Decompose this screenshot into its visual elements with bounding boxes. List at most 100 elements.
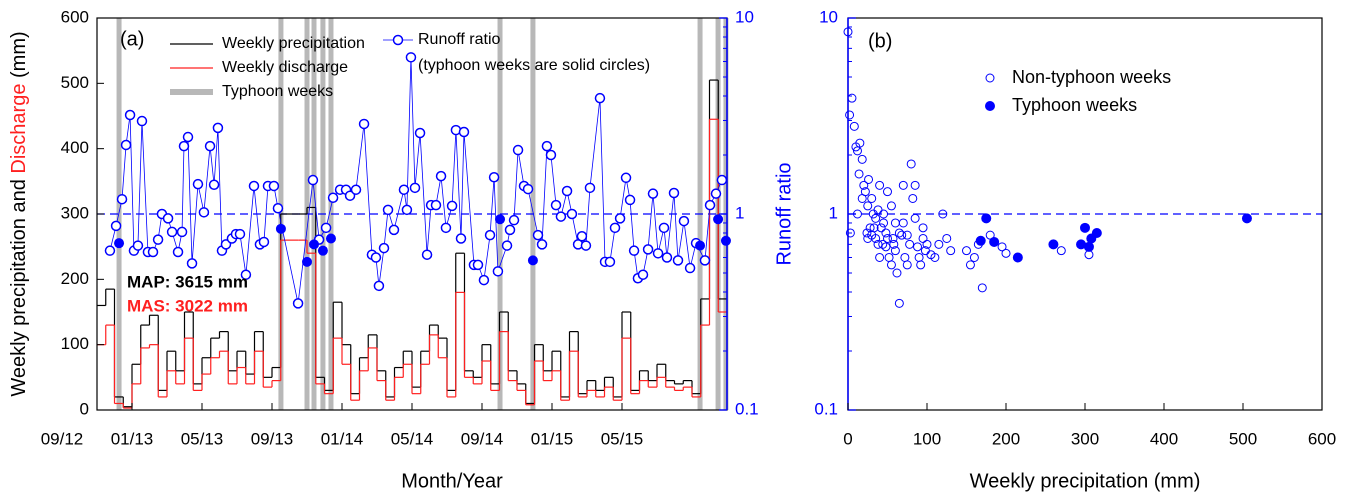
x-tick-label: 300 bbox=[1071, 429, 1099, 448]
x-tick-label: 01/15 bbox=[531, 429, 574, 448]
non-typhoon-point bbox=[873, 205, 883, 215]
runoff-point bbox=[668, 187, 680, 199]
non-typhoon-point bbox=[883, 233, 892, 243]
typhoon-point bbox=[989, 236, 1000, 247]
non-typhoon-point bbox=[863, 201, 873, 211]
runoff-point bbox=[446, 200, 458, 212]
non-typhoon-point bbox=[897, 230, 907, 240]
x-tick-label: 500 bbox=[1229, 429, 1257, 448]
runoff-point bbox=[162, 213, 174, 224]
panel-label: (a) bbox=[120, 28, 144, 50]
runoff-point bbox=[652, 248, 664, 259]
runoff-point bbox=[320, 222, 332, 234]
runoff-point bbox=[661, 252, 673, 263]
runoff-point bbox=[208, 179, 220, 191]
runoff-point bbox=[522, 183, 534, 195]
runoff-point bbox=[642, 244, 654, 255]
y-axis-label-part: Discharge bbox=[8, 84, 30, 174]
non-typhoon-point bbox=[918, 233, 928, 243]
x-axis-label: Weekly precipitation (mm) bbox=[970, 470, 1201, 492]
runoff-point bbox=[440, 222, 452, 234]
runoff-point bbox=[166, 226, 178, 238]
non-typhoon-point bbox=[883, 187, 892, 197]
runoff-point bbox=[512, 144, 524, 156]
legend-text: Runoff ratio bbox=[418, 31, 501, 48]
runoff-point bbox=[684, 262, 696, 274]
panel-label: (b) bbox=[868, 30, 892, 52]
runoff-point bbox=[699, 255, 711, 266]
runoff-point bbox=[382, 204, 394, 216]
typhoon-point bbox=[1080, 222, 1090, 233]
runoff-point bbox=[176, 226, 188, 238]
runoff-point bbox=[268, 180, 280, 192]
y-tick-label: 10 bbox=[819, 7, 838, 26]
runoff-point bbox=[545, 149, 557, 161]
typhoon-runoff-point bbox=[114, 238, 125, 249]
runoff-point bbox=[678, 215, 690, 227]
runoff-point bbox=[594, 92, 606, 104]
runoff-point bbox=[647, 188, 659, 199]
non-typhoon-point bbox=[855, 138, 865, 148]
y-tick-label: 100 bbox=[61, 334, 89, 353]
typhoon-runoff-point bbox=[695, 240, 706, 251]
non-typhoon-point bbox=[1001, 248, 1011, 258]
y-axis-label: Weekly precipitation and Discharge (mm) bbox=[8, 31, 30, 396]
runoff-point bbox=[110, 220, 122, 232]
runoff-point bbox=[478, 274, 490, 286]
non-typhoon-point bbox=[946, 246, 956, 256]
runoff-point bbox=[136, 115, 148, 127]
non-typhoon-point bbox=[1056, 246, 1066, 256]
y-tick-label: 500 bbox=[61, 73, 89, 92]
runoff-point bbox=[132, 240, 144, 251]
non-typhoon-point bbox=[869, 223, 879, 233]
legend-note: (typhoon weeks are solid circles) bbox=[418, 57, 650, 74]
non-typhoon-point bbox=[902, 260, 912, 270]
legend-swatch bbox=[392, 34, 404, 46]
runoff-point bbox=[620, 172, 632, 184]
legend-swatch bbox=[985, 101, 995, 111]
non-typhoon-point bbox=[902, 230, 912, 240]
runoff-point bbox=[550, 199, 562, 211]
runoff-point bbox=[561, 185, 573, 197]
legend-swatch bbox=[985, 73, 995, 83]
y-tick-label: 1 bbox=[829, 203, 838, 222]
x-tick-label: 200 bbox=[992, 429, 1020, 448]
non-typhoon-point bbox=[890, 246, 900, 256]
non-typhoon-point bbox=[962, 246, 971, 256]
x-tick-label: 05/13 bbox=[181, 429, 224, 448]
runoff-point bbox=[350, 184, 362, 195]
x-tick-label: 09/12 bbox=[41, 429, 84, 448]
non-typhoon-point bbox=[969, 252, 979, 262]
x-tick-label: 05/14 bbox=[391, 429, 434, 448]
annotation: MAS: 3022 mm bbox=[127, 296, 248, 315]
non-typhoon-point bbox=[888, 233, 898, 243]
non-typhoon-point bbox=[854, 169, 864, 179]
non-typhoon-point bbox=[942, 233, 952, 243]
typhoon-point bbox=[981, 213, 992, 224]
y2-tick-label: 0.1 bbox=[735, 399, 759, 418]
non-typhoon-point bbox=[845, 110, 855, 120]
non-typhoon-point bbox=[859, 180, 869, 190]
runoff-point bbox=[373, 280, 385, 292]
typhoon-band bbox=[328, 18, 334, 410]
runoff-point bbox=[458, 126, 470, 138]
runoff-point bbox=[120, 139, 132, 151]
runoff-point bbox=[421, 249, 433, 260]
runoff-point bbox=[409, 182, 421, 194]
non-typhoon-point bbox=[886, 201, 896, 211]
typhoon-point bbox=[1083, 241, 1094, 252]
runoff-point bbox=[212, 122, 224, 134]
runoff-point bbox=[455, 233, 467, 244]
runoff-point bbox=[234, 228, 246, 240]
runoff-point bbox=[628, 245, 640, 256]
y-tick-label: 0 bbox=[80, 399, 89, 418]
x-tick-label: 400 bbox=[1150, 429, 1178, 448]
legend-text: Non-typhoon weeks bbox=[1012, 67, 1171, 87]
runoff-point bbox=[248, 180, 260, 192]
x-tick-label: 0 bbox=[843, 429, 852, 448]
runoff-point bbox=[658, 222, 670, 234]
runoff-point bbox=[609, 222, 621, 234]
x-tick-label: 01/14 bbox=[321, 429, 364, 448]
non-typhoon-point bbox=[914, 252, 924, 262]
